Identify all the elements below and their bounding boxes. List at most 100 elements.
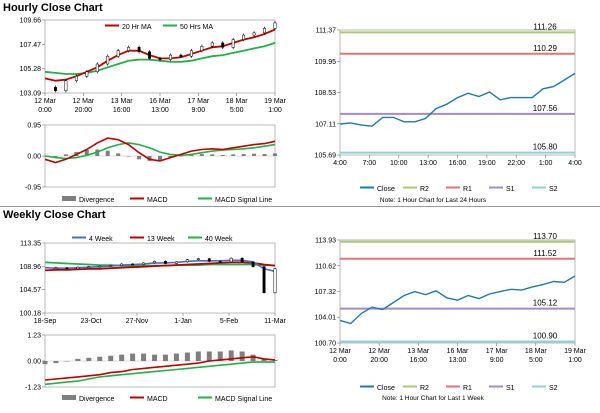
hourly-level-r1-label: 110.29 bbox=[533, 44, 557, 53]
weekly-13wk-ma-line bbox=[44, 261, 276, 272]
weekly-close-x-tick-label: 12 Mar bbox=[368, 348, 390, 355]
legend-label: Close bbox=[377, 186, 395, 193]
hourly-close-y-tick-label: 109.95 bbox=[315, 59, 337, 66]
hourly-price-x-tick-label: 1:00 bbox=[268, 107, 282, 114]
weekly-close-line bbox=[339, 275, 576, 325]
hourly-close-x-tick-label: 1:00 bbox=[539, 160, 553, 167]
legend-label: MACD bbox=[147, 197, 168, 204]
weekly-divergence-bar bbox=[272, 359, 278, 361]
hourly-candle-body bbox=[74, 75, 78, 81]
hourly-divergence-bar bbox=[84, 150, 89, 156]
hourly-price-y-tick-label: 109.66 bbox=[20, 18, 42, 25]
legend-label: S1 bbox=[506, 385, 515, 392]
hourly-divergence-bar bbox=[178, 156, 183, 157]
weekly-divergence-bar bbox=[239, 351, 245, 361]
hourly-candle-body bbox=[95, 63, 99, 73]
legend-label: MACD Signal Line bbox=[215, 197, 272, 204]
hourly-close-x-tick-label: 16:00 bbox=[449, 160, 467, 167]
legend-label: Divergence bbox=[79, 197, 115, 204]
weekly-candle-body bbox=[65, 267, 69, 270]
hourly-macd-line bbox=[44, 137, 276, 164]
hourly-price-y-tick-label: 105.28 bbox=[20, 66, 42, 73]
weekly-divergence-bar bbox=[97, 356, 103, 361]
hourly-macd-y-tick-label: 0.95 bbox=[27, 123, 41, 130]
weekly-candle-body bbox=[153, 261, 156, 264]
weekly-price-x-tick-label: 18-Sep bbox=[34, 318, 57, 325]
legend-label: MACD Signal Line bbox=[215, 396, 272, 403]
hourly-candle-body bbox=[189, 50, 193, 57]
hourly-price-frame bbox=[44, 19, 276, 94]
hourly-close-y-tick-label: 107.11 bbox=[315, 121, 336, 128]
legend-label: Divergence bbox=[79, 396, 115, 403]
weekly-divergence-bar bbox=[119, 354, 125, 361]
weekly-divergence-bar bbox=[86, 357, 92, 361]
weekly-level-r2-label: 113.70 bbox=[533, 232, 557, 241]
hourly-divergence-bar bbox=[273, 153, 277, 156]
hourly-divergence-bar bbox=[252, 153, 257, 156]
hourly-macd-y-tick-label: 0.00 bbox=[27, 154, 41, 161]
hourly-price-y-tick-label: 103.09 bbox=[20, 91, 42, 98]
weekly-price-frame bbox=[44, 242, 276, 314]
weekly-candle-body bbox=[76, 266, 80, 270]
hourly-level-r2-label: 111.26 bbox=[533, 22, 557, 31]
legend-label: R1 bbox=[463, 385, 472, 392]
weekly-divergence-bar bbox=[108, 355, 114, 361]
weekly-close-x-tick-label: 20:00 bbox=[370, 357, 388, 364]
hourly-divergence-bar bbox=[262, 154, 267, 156]
hourly-candle-body bbox=[64, 80, 68, 91]
weekly-candle-body bbox=[54, 267, 58, 269]
legend-label: S1 bbox=[506, 186, 515, 193]
hourly-price-x-tick-label: 12 Mar bbox=[34, 98, 56, 105]
hourly-price-x-tick-label: 12 Mar bbox=[72, 98, 94, 105]
weekly-section-title: Weekly Close Chart bbox=[3, 209, 106, 221]
legend-label: S2 bbox=[549, 385, 558, 392]
weekly-candle-body bbox=[120, 263, 124, 266]
weekly-macd-signal-line bbox=[44, 361, 275, 386]
hourly-divergence-bar bbox=[63, 154, 68, 156]
weekly-divergence-bar bbox=[53, 361, 59, 364]
hourly-price-x-tick-label: 13:00 bbox=[151, 107, 169, 114]
hourly-candle-body bbox=[169, 54, 172, 60]
weekly-close-y-tick-label: 110.62 bbox=[315, 263, 336, 270]
hourly-price-x-tick-label: 0:00 bbox=[38, 107, 52, 114]
hourly-candle-body bbox=[200, 45, 204, 51]
hourly-price-x-tick-label: 13 Mar bbox=[111, 98, 133, 105]
hourly-candle-body bbox=[179, 54, 183, 57]
legend-label: 20 Hr MA bbox=[122, 24, 152, 31]
hourly-price-x-tick-label: 17 Mar bbox=[187, 98, 209, 105]
hourly-candle-body bbox=[85, 71, 89, 77]
weekly-price-x-tick-label: 5-Feb bbox=[220, 318, 238, 325]
weekly-divergence-bar bbox=[64, 361, 70, 362]
weekly-candle-body bbox=[218, 261, 222, 263]
hourly-close-line bbox=[339, 72, 576, 127]
weekly-price-y-tick-label: 100.18 bbox=[20, 311, 42, 318]
weekly-divergence-bar bbox=[152, 354, 158, 361]
weekly-divergence-bar bbox=[261, 358, 267, 361]
section-divider bbox=[0, 206, 600, 207]
weekly-divergence-bar bbox=[42, 361, 48, 365]
weekly-divergence-bar bbox=[75, 358, 81, 361]
weekly-4wk-ma-line bbox=[44, 259, 276, 273]
legend-swatch bbox=[62, 395, 76, 400]
weekly-close-x-tick-label: 16:00 bbox=[410, 357, 428, 364]
weekly-macd-y-tick-label: 0.00 bbox=[27, 359, 41, 366]
hourly-candle-body bbox=[54, 87, 57, 91]
hourly-candle-body bbox=[137, 47, 141, 53]
hourly-divergence-bar bbox=[241, 154, 246, 156]
hourly-candle-body bbox=[106, 55, 110, 65]
weekly-divergence-bar bbox=[173, 353, 179, 361]
hourly-divergence-bar bbox=[199, 154, 204, 156]
weekly-price-y-tick-label: 104.57 bbox=[20, 287, 42, 294]
legend-label: MACD bbox=[147, 396, 168, 403]
legend-label: R2 bbox=[420, 186, 429, 193]
legend-label: 50 Hrs MA bbox=[180, 24, 213, 31]
hourly-candle-body bbox=[127, 47, 131, 51]
weekly-close-x-tick-label: 9:00 bbox=[490, 357, 504, 364]
weekly-divergence-bar bbox=[195, 351, 201, 361]
weekly-close-note: Note: 1 Hour Chart for Last 1 Week bbox=[382, 395, 485, 402]
weekly-candle-body bbox=[185, 259, 189, 263]
hourly-close-x-tick-label: 7:00 bbox=[363, 160, 377, 167]
legend-label: 4 Week bbox=[89, 236, 113, 243]
hourly-candle-body bbox=[242, 34, 246, 40]
legend-label: Close bbox=[377, 385, 395, 392]
